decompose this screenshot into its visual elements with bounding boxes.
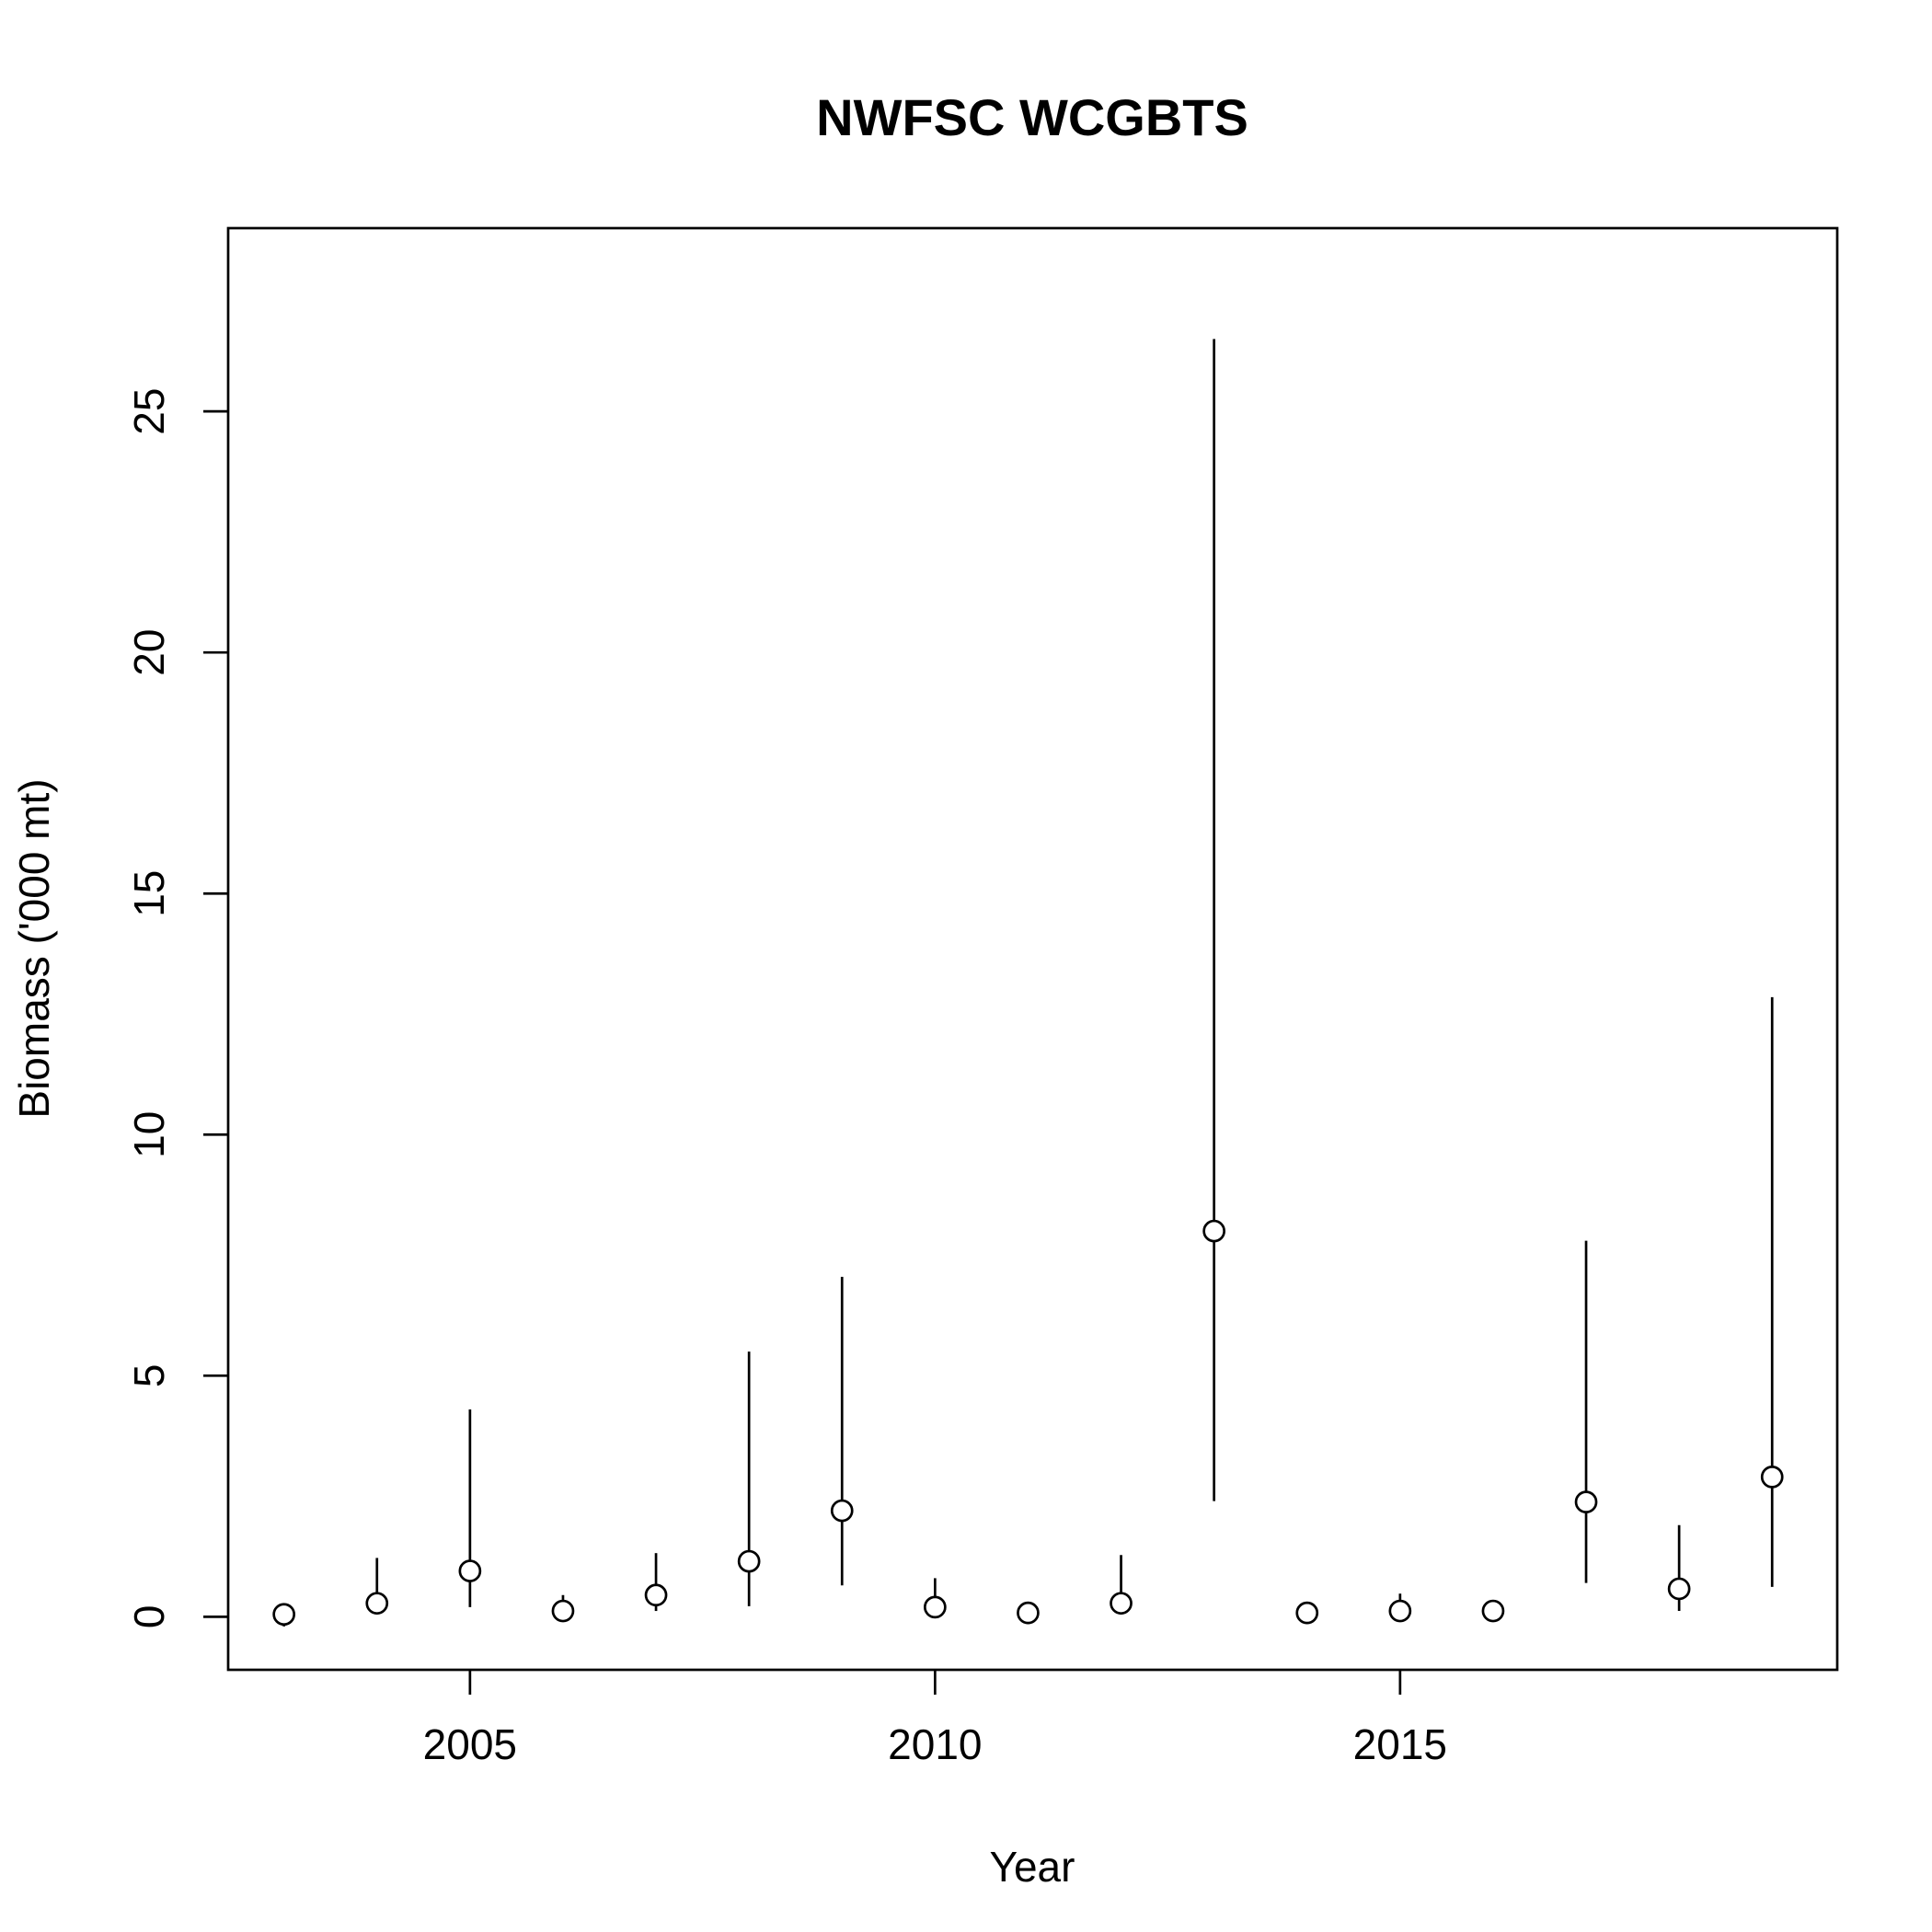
x-axis: 2005 2010 2015 [423, 1670, 1447, 1768]
y-tick-label-5: 5 [125, 1364, 173, 1388]
y-tick-label-10: 10 [125, 1111, 173, 1158]
x-axis-label: Year [990, 1843, 1075, 1891]
data-point-2013 [1202, 1219, 1225, 1243]
y-axis-label: Biomass ('000 mt) [10, 778, 58, 1118]
data-point-2014 [1295, 1601, 1319, 1625]
data-point-2016 [1481, 1599, 1505, 1623]
y-tick-label-0: 0 [125, 1605, 173, 1629]
data-point-2009 [830, 1499, 854, 1523]
data-point-2011 [1017, 1601, 1040, 1625]
data-point-2008 [737, 1549, 761, 1573]
plot-frame [226, 226, 1839, 1672]
x-tick-label-2005: 2005 [423, 1720, 517, 1768]
data-point-2015 [1388, 1599, 1412, 1623]
data-point-2006 [551, 1599, 575, 1623]
data-points [272, 1219, 1784, 1627]
data-point-2012 [1110, 1592, 1133, 1616]
data-point-2003 [272, 1603, 296, 1627]
data-point-2017 [1574, 1490, 1598, 1513]
error-bars [282, 339, 1774, 1627]
chart-title: NWFSC WCGBTS [816, 88, 1248, 146]
data-point-2007 [644, 1583, 668, 1607]
data-point-2019 [1760, 1466, 1784, 1489]
data-point-2005 [458, 1559, 482, 1582]
x-tick-label-2010: 2010 [888, 1720, 982, 1768]
data-point-2004 [365, 1592, 389, 1616]
x-tick-label-2015: 2015 [1353, 1720, 1447, 1768]
y-tick-label-25: 25 [125, 388, 173, 435]
y-tick-label-15: 15 [125, 870, 173, 917]
data-point-2018 [1667, 1577, 1691, 1601]
data-point-2010 [923, 1595, 947, 1619]
y-tick-label-20: 20 [125, 629, 173, 676]
y-axis: 0 5 10 15 20 25 [125, 388, 228, 1629]
